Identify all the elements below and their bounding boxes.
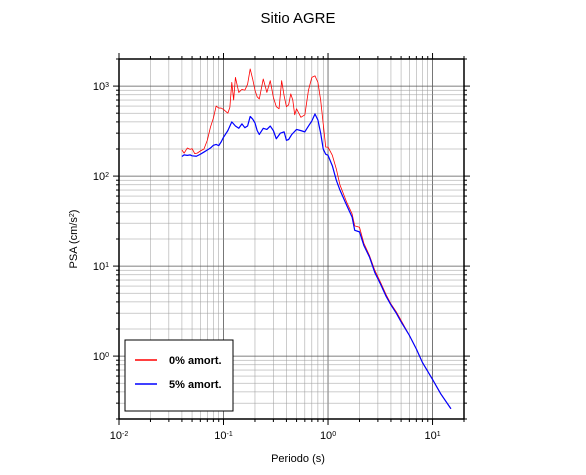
y-tick-label-exp: 0 (105, 352, 109, 359)
y-tick-label-base: 10 (93, 351, 105, 363)
y-tick-label-exp: 2 (105, 172, 109, 179)
y-tick-label-exp: 1 (105, 262, 109, 269)
ticks (113, 53, 470, 425)
x-tick-label-base: 10 (320, 430, 332, 442)
x-tick-label: 101 (424, 430, 440, 442)
y-tick-label: 103 (93, 81, 109, 93)
x-axis-label: Periodo (s) (271, 453, 325, 465)
y-axis-label-tail: ) (68, 210, 80, 214)
x-tick-label: 100 (320, 430, 336, 442)
y-tick-label: 102 (93, 171, 109, 183)
legend-label-1: 5% amort. (169, 379, 222, 391)
x-tick-label-exp: -1 (227, 431, 233, 438)
x-tick-label: 10-1 (214, 430, 233, 442)
grid (118, 58, 465, 420)
chart-title: Sitio AGRE (260, 10, 335, 27)
legend-label-0: 0% amort. (169, 355, 222, 367)
legend: 0% amort. 5% amort. (124, 339, 234, 412)
x-tick-label-exp: 1 (437, 431, 441, 438)
x-tick-label-exp: -2 (122, 431, 128, 438)
y-axis-label-base: PSA (cm/s (68, 217, 80, 269)
y-tick-label: 101 (93, 261, 109, 273)
x-tick-label-base: 10 (110, 430, 122, 442)
series-1 (181, 113, 452, 410)
x-tick-label-base: 10 (214, 430, 226, 442)
x-tick-label-base: 10 (424, 430, 436, 442)
x-tick-label-exp: 0 (332, 431, 336, 438)
series-layer (181, 68, 452, 410)
y-tick-label-base: 10 (93, 171, 105, 183)
y-tick-label-base: 10 (93, 261, 105, 273)
y-tick-label-exp: 3 (105, 82, 109, 89)
legend-box (124, 339, 234, 412)
y-axis-label: PSA (cm/s2) (68, 210, 80, 269)
y-tick-label: 100 (93, 351, 109, 363)
x-tick-label: 10-2 (110, 430, 129, 442)
y-axis-label-exp: 2 (69, 213, 76, 217)
y-tick-label-base: 10 (93, 81, 105, 93)
